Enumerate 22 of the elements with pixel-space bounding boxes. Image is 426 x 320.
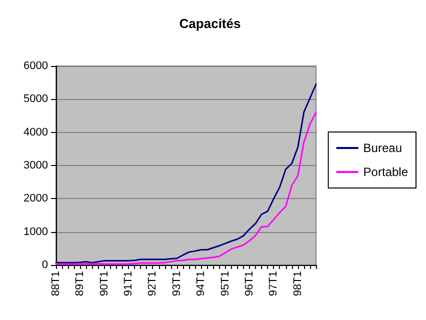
x-tick-label: 97T1: [268, 271, 280, 296]
x-tick-label: 91T1: [122, 271, 135, 296]
x-tick-label: 89T1: [74, 271, 86, 296]
x-tick-label: 98T1: [292, 271, 304, 296]
x-tick-label: 96T1: [243, 271, 256, 296]
legend-label: Bureau: [363, 141, 402, 155]
y-tick-label: 5000: [24, 93, 48, 106]
y-tick-label: 4000: [24, 126, 48, 138]
y-tick-label: 3000: [24, 160, 48, 172]
x-tick-label: 95T1: [219, 271, 232, 296]
x-tick-label: 94T1: [195, 271, 208, 296]
y-tick-label: 1000: [24, 226, 48, 238]
x-tick-label: 90T1: [98, 271, 110, 296]
y-tick-label: 0: [42, 259, 48, 271]
x-tick-label: 92T1: [146, 271, 159, 296]
x-tick-label: 93T1: [170, 271, 183, 296]
chart-title: Capacités: [179, 16, 241, 31]
x-tick-label: 88T1: [50, 271, 62, 296]
legend-label: Portable: [363, 165, 408, 179]
line-series: [55, 83, 317, 264]
y-tick-label: 6000: [24, 60, 48, 72]
y-tick-label: 2000: [24, 192, 48, 205]
